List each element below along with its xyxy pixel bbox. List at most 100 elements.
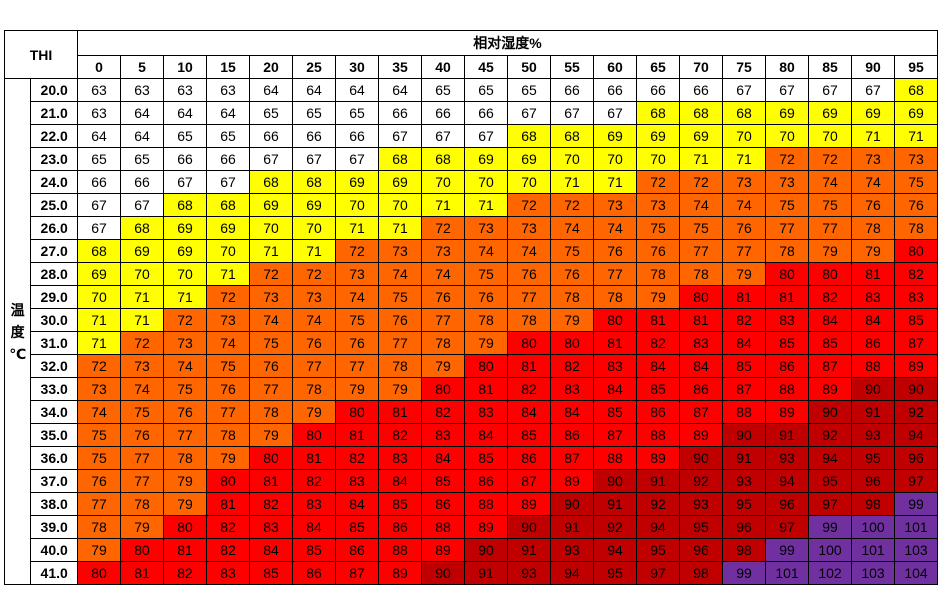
thi-cell: 74 bbox=[421, 262, 465, 286]
thi-cell: 67 bbox=[507, 101, 551, 125]
thi-cell: 93 bbox=[507, 561, 551, 585]
thi-cell: 75 bbox=[77, 446, 121, 470]
thi-cell: 80 bbox=[77, 561, 121, 585]
thi-cell: 89 bbox=[550, 469, 594, 493]
thi-cell: 77 bbox=[206, 400, 250, 424]
thi-cell: 67 bbox=[292, 147, 336, 171]
thi-cell: 64 bbox=[249, 78, 293, 102]
thi-cell: 98 bbox=[851, 492, 895, 516]
thi-cell: 84 bbox=[292, 515, 336, 539]
thi-cell: 75 bbox=[679, 216, 723, 240]
thi-cell: 93 bbox=[679, 492, 723, 516]
thi-cell: 77 bbox=[378, 331, 422, 355]
thi-cell: 71 bbox=[292, 239, 336, 263]
thi-cell: 83 bbox=[894, 285, 938, 309]
thi-cell: 64 bbox=[163, 101, 207, 125]
thi-cell: 75 bbox=[765, 193, 809, 217]
thi-cell: 74 bbox=[378, 262, 422, 286]
thi-cell: 66 bbox=[593, 78, 637, 102]
thi-cell: 65 bbox=[507, 78, 551, 102]
thi-cell: 80 bbox=[894, 239, 938, 263]
thi-cell: 68 bbox=[77, 239, 121, 263]
thi-cell: 68 bbox=[163, 193, 207, 217]
thi-cell: 79 bbox=[550, 308, 594, 332]
thi-cell: 67 bbox=[163, 170, 207, 194]
thi-cell: 76 bbox=[292, 331, 336, 355]
thi-cell: 63 bbox=[163, 78, 207, 102]
thi-cell: 79 bbox=[120, 515, 164, 539]
thi-cell: 94 bbox=[636, 515, 680, 539]
thi-cell: 101 bbox=[765, 561, 809, 585]
thi-cell: 81 bbox=[636, 308, 680, 332]
thi-cell: 69 bbox=[335, 170, 379, 194]
thi-cell: 89 bbox=[421, 538, 465, 562]
thi-cell: 71 bbox=[335, 216, 379, 240]
thi-cell: 84 bbox=[378, 469, 422, 493]
thi-cell: 93 bbox=[550, 538, 594, 562]
thi-cell: 90 bbox=[550, 492, 594, 516]
thi-cell: 81 bbox=[507, 354, 551, 378]
thi-cell: 73 bbox=[378, 239, 422, 263]
thi-cell: 73 bbox=[292, 285, 336, 309]
thi-cell: 89 bbox=[507, 492, 551, 516]
thi-cell: 70 bbox=[507, 170, 551, 194]
thi-cell: 70 bbox=[335, 193, 379, 217]
thi-cell: 71 bbox=[550, 170, 594, 194]
thi-cell: 78 bbox=[550, 285, 594, 309]
thi-cell: 73 bbox=[464, 216, 508, 240]
thi-cell: 83 bbox=[378, 446, 422, 470]
table-row: 29.0 70 71 71 72 73 73 74 75 76 76 77 78 78 79 80 81 81 82… bbox=[5, 285, 938, 309]
thi-cell: 82 bbox=[636, 331, 680, 355]
thi-cell: 65 bbox=[421, 78, 465, 102]
thi-cell: 69 bbox=[894, 101, 938, 125]
thi-cell: 79 bbox=[163, 492, 207, 516]
thi-cell: 67 bbox=[421, 124, 465, 148]
thi-cell: 64 bbox=[378, 78, 422, 102]
temperature-tick-label: 41.0 bbox=[30, 561, 78, 585]
thi-cell: 82 bbox=[163, 561, 207, 585]
thi-cell: 91 bbox=[464, 561, 508, 585]
thi-cell: 78 bbox=[464, 308, 508, 332]
thi-cell: 71 bbox=[679, 147, 723, 171]
table-row: 40.0 79 80 81 82 84 85 86 88 89 90 91 93 94 95 96 98 99 10… bbox=[5, 538, 938, 562]
thi-cell: 81 bbox=[163, 538, 207, 562]
thi-cell: 99 bbox=[894, 492, 938, 516]
thi-cell: 82 bbox=[722, 308, 766, 332]
thi-cell: 68 bbox=[378, 147, 422, 171]
thi-cell: 81 bbox=[206, 492, 250, 516]
thi-cell: 95 bbox=[636, 538, 680, 562]
thi-cell: 83 bbox=[206, 561, 250, 585]
thi-cell: 82 bbox=[550, 354, 594, 378]
thi-cell: 68 bbox=[421, 147, 465, 171]
thi-cell: 63 bbox=[77, 101, 121, 125]
thi-cell: 97 bbox=[808, 492, 852, 516]
thi-cell: 88 bbox=[378, 538, 422, 562]
thi-cell: 65 bbox=[77, 147, 121, 171]
thi-cell: 90 bbox=[507, 515, 551, 539]
thi-cell: 71 bbox=[77, 308, 121, 332]
thi-cell: 72 bbox=[765, 147, 809, 171]
thi-cell: 84 bbox=[636, 354, 680, 378]
thi-cell: 74 bbox=[507, 239, 551, 263]
temperature-tick-label: 27.0 bbox=[30, 239, 78, 263]
thi-cell: 78 bbox=[507, 308, 551, 332]
thi-cell: 87 bbox=[808, 354, 852, 378]
thi-cell: 91 bbox=[507, 538, 551, 562]
thi-cell: 68 bbox=[120, 216, 164, 240]
temperature-tick-label: 32.0 bbox=[30, 354, 78, 378]
thi-cell: 100 bbox=[851, 515, 895, 539]
thi-cell: 76 bbox=[77, 469, 121, 493]
temperature-tick-label: 26.0 bbox=[30, 216, 78, 240]
thi-cell: 70 bbox=[550, 147, 594, 171]
humidity-tick-label: 70 bbox=[679, 55, 723, 79]
thi-cell: 84 bbox=[249, 538, 293, 562]
thi-cell: 80 bbox=[249, 446, 293, 470]
thi-cell: 74 bbox=[679, 193, 723, 217]
thi-cell: 71 bbox=[163, 285, 207, 309]
thi-cell: 72 bbox=[292, 262, 336, 286]
thi-cell: 75 bbox=[335, 308, 379, 332]
thi-cell: 67 bbox=[77, 193, 121, 217]
thi-cell: 73 bbox=[206, 308, 250, 332]
thi-cell: 64 bbox=[120, 101, 164, 125]
thi-cell: 93 bbox=[722, 469, 766, 493]
